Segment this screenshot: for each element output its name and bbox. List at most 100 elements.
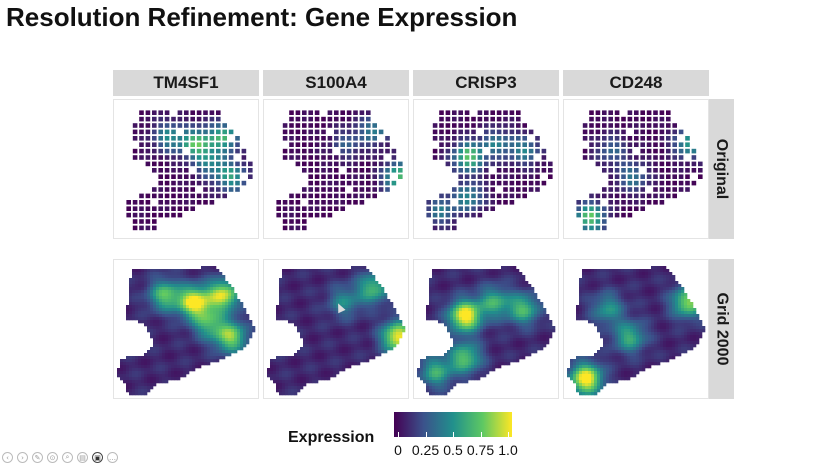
grid-cell bbox=[357, 308, 361, 312]
grid-cell bbox=[168, 293, 172, 297]
grid-cell bbox=[144, 389, 148, 393]
grid-cell bbox=[165, 284, 169, 288]
grid-cell bbox=[498, 293, 502, 297]
spot bbox=[314, 200, 320, 205]
grid-cell bbox=[306, 362, 310, 366]
grid-cell bbox=[471, 350, 475, 354]
spot bbox=[477, 193, 483, 199]
grid-cell bbox=[300, 383, 304, 387]
grid-cell bbox=[462, 359, 466, 363]
grid-cell bbox=[267, 374, 271, 378]
grid-cell bbox=[249, 320, 253, 324]
grid-cell bbox=[231, 287, 235, 291]
grid-cell bbox=[231, 323, 235, 327]
grid-cell bbox=[288, 389, 292, 393]
grid-cell bbox=[474, 368, 478, 372]
grid-cell bbox=[294, 278, 298, 282]
grid-cell bbox=[489, 359, 493, 363]
grid-cell bbox=[381, 323, 385, 327]
grid-cell bbox=[426, 377, 430, 381]
grid-cell bbox=[135, 284, 139, 288]
grid-cell bbox=[435, 377, 439, 381]
grid-cell bbox=[432, 368, 436, 372]
grid-cell bbox=[507, 287, 511, 291]
spot bbox=[640, 193, 645, 199]
grid-cell bbox=[507, 269, 511, 273]
spot bbox=[464, 129, 470, 135]
grid-cell bbox=[330, 287, 334, 291]
spot bbox=[464, 193, 470, 199]
grid-cell bbox=[198, 308, 202, 312]
grid-cell bbox=[210, 359, 214, 363]
grid-cell bbox=[606, 272, 610, 276]
grid-cell bbox=[189, 365, 193, 369]
grid-cell bbox=[528, 302, 532, 306]
grid-cell bbox=[270, 362, 274, 366]
grid-cell bbox=[501, 278, 505, 282]
grid-cell bbox=[369, 320, 373, 324]
grid-cell bbox=[525, 293, 529, 297]
grid-cell bbox=[381, 290, 385, 294]
grid-cell bbox=[492, 365, 496, 369]
grid-cell bbox=[342, 353, 346, 357]
grid-cell bbox=[306, 350, 310, 354]
grid-cell bbox=[531, 344, 535, 348]
grid-cell bbox=[303, 362, 307, 366]
grid-cell bbox=[390, 335, 394, 339]
grid-cell bbox=[486, 287, 490, 291]
grid-cell bbox=[429, 386, 433, 390]
grid-cell bbox=[324, 296, 328, 300]
grid-cell bbox=[246, 320, 250, 324]
spot bbox=[334, 155, 339, 160]
spot bbox=[308, 142, 313, 147]
grid-cell bbox=[333, 350, 337, 354]
grid-cell bbox=[342, 299, 346, 303]
grid-cell bbox=[354, 329, 358, 333]
grid-cell bbox=[321, 281, 325, 285]
grid-cell bbox=[357, 353, 361, 357]
grid-cell bbox=[147, 353, 151, 357]
grid-cell bbox=[129, 305, 133, 309]
grid-cell bbox=[306, 305, 310, 309]
grid-cell bbox=[381, 314, 385, 318]
grid-cell bbox=[180, 269, 184, 273]
grid-cell bbox=[177, 290, 181, 294]
spot bbox=[439, 206, 444, 211]
grid-cell bbox=[471, 368, 475, 372]
spot bbox=[334, 116, 339, 122]
grid-cell bbox=[330, 311, 334, 315]
grid-cell bbox=[393, 341, 397, 345]
grid-cell bbox=[294, 302, 298, 306]
grid-cell bbox=[306, 329, 310, 333]
grid-cell bbox=[282, 314, 286, 318]
grid-cell bbox=[387, 308, 391, 312]
grid-cell bbox=[315, 377, 319, 381]
grid-cell bbox=[387, 326, 391, 330]
spot bbox=[445, 123, 451, 128]
grid-cell bbox=[147, 362, 151, 366]
grid-cell bbox=[498, 362, 502, 366]
spot bbox=[452, 110, 457, 115]
grid-cell bbox=[153, 365, 157, 369]
grid-cell bbox=[483, 320, 487, 324]
spot bbox=[295, 206, 301, 211]
grid-cell bbox=[294, 323, 298, 327]
spot bbox=[177, 110, 183, 115]
grid-cell bbox=[501, 332, 505, 336]
grid-cell bbox=[324, 317, 328, 321]
grid-cell bbox=[438, 371, 442, 375]
grid-cell bbox=[447, 365, 451, 369]
grid-cell bbox=[471, 362, 475, 366]
grid-cell bbox=[216, 320, 220, 324]
grid-cell bbox=[378, 350, 382, 354]
grid-cell bbox=[444, 383, 448, 387]
grid-cell bbox=[135, 386, 139, 390]
grid-cell bbox=[312, 374, 316, 378]
grid-cell bbox=[309, 329, 313, 333]
grid-cell bbox=[522, 275, 526, 279]
grid-cell bbox=[129, 371, 133, 375]
grid-cell bbox=[165, 311, 169, 315]
grid-cell bbox=[321, 302, 325, 306]
spot bbox=[158, 136, 163, 141]
grid-cell bbox=[225, 293, 229, 297]
